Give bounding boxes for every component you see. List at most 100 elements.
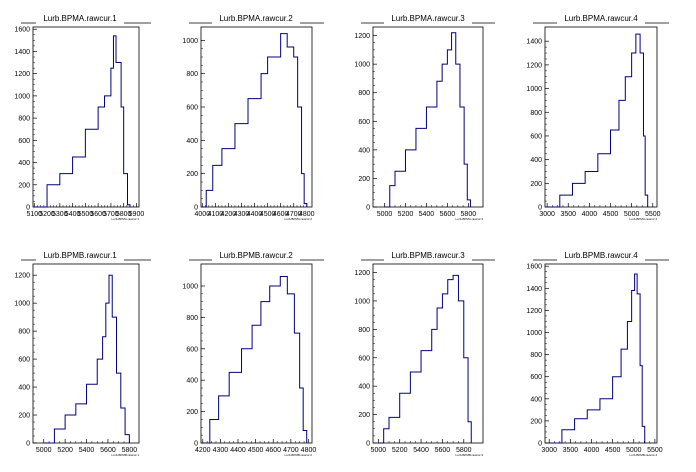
y-tick-label: 0 — [366, 441, 370, 448]
x-tick-label: 4200 — [195, 447, 211, 454]
x-tick-label: 5100 — [26, 211, 42, 218]
histogram-line — [202, 33, 308, 208]
plot-frame — [200, 26, 313, 208]
x-tick-label: 5200 — [398, 211, 414, 218]
histogram-panel: Lurb.BPMA.rawcur.1 0 200 400 600 800 1000 1200 1… — [14, 14, 151, 221]
y-tick-label: 0 — [366, 205, 370, 212]
x-axis-label: Lurb.BPMA.rawcur.3 — [455, 217, 483, 221]
y-tick-label: 0 — [194, 205, 198, 212]
x-axis-label: Lurb.BPMA.rawcur.1 — [111, 217, 139, 221]
y-tick-label: 200 — [358, 176, 370, 183]
title-box — [212, 15, 300, 27]
x-axis-label: Lurb.BPMB.rawcur.1 — [111, 453, 139, 457]
x-tick-label: 4600 — [273, 211, 289, 218]
y-tick-label: 1200 — [354, 33, 370, 40]
y-tick-label: 0 — [26, 205, 30, 212]
plot-frame — [32, 263, 140, 444]
y-tick-label: 1600 — [526, 264, 542, 271]
y-tick-label: 0 — [538, 441, 542, 448]
histogram-panel: Lurb.BPMA.rawcur.4 0 200 400 600 800 1000 1200 1… — [526, 14, 669, 221]
x-tick-label: 5000 — [377, 211, 393, 218]
x-tick-label: 3000 — [539, 211, 555, 218]
title-box — [36, 15, 124, 27]
y-tick-label: 1400 — [14, 49, 30, 56]
y-tick-label: 200 — [358, 412, 370, 419]
y-tick-label: 1000 — [182, 38, 198, 45]
x-tick-label: 5000 — [36, 447, 52, 454]
histogram-line — [384, 32, 471, 208]
y-tick-label: 800 — [530, 352, 542, 359]
plot-frame — [544, 26, 658, 208]
y-tick-label: 1000 — [14, 93, 30, 100]
x-tick-label: 4500 — [603, 211, 619, 218]
x-tick-label: 4700 — [286, 211, 302, 218]
x-tick-label: 4500 — [260, 211, 276, 218]
y-tick-label: 1200 — [526, 308, 542, 315]
x-tick-label: 4000 — [584, 447, 600, 454]
x-tick-label: 4000 — [582, 211, 598, 218]
x-tick-label: 5400 — [419, 211, 435, 218]
x-tick-label: 4200 — [221, 211, 237, 218]
title-box — [212, 252, 300, 264]
y-tick-label: 600 — [358, 119, 370, 126]
chart-title: Lurb.BPMB.rawcur.1 — [43, 251, 117, 260]
x-tick-label: 5800 — [116, 211, 132, 218]
x-tick-label: 5000 — [626, 447, 642, 454]
x-tick-label: 5900 — [129, 211, 145, 218]
x-axis-label: Lurb.BPMA.rawcur.4 — [629, 217, 657, 221]
title-box — [557, 252, 645, 264]
histogram-panel: Lurb.BPMA.rawcur.20200400600800100040004… — [182, 14, 324, 221]
chart-title: Lurb.BPMA.rawcur.4 — [564, 14, 638, 23]
y-tick-label: 0 — [194, 441, 198, 448]
x-tick-label: 4300 — [234, 211, 250, 218]
chart-title: Lurb.BPMA.rawcur.1 — [43, 14, 117, 23]
x-tick-label: 5700 — [103, 211, 119, 218]
histogram-line — [547, 33, 649, 208]
x-tick-label: 4700 — [283, 447, 299, 454]
y-tick-label: 1000 — [354, 298, 370, 305]
x-tick-label: 5500 — [645, 211, 661, 218]
y-tick-label: 600 — [186, 105, 198, 112]
histogram-panel: Lurb.BPMB.rawcur.4 0 200 400 600 800 1000 1200 1… — [526, 251, 669, 457]
x-tick-label: 5200 — [57, 447, 73, 454]
y-tick-label: 200 — [18, 182, 30, 189]
y-tick-label: 600 — [530, 374, 542, 381]
x-axis-label: Lurb.BPMB.rawcur.4 — [629, 453, 657, 457]
plot-frame — [544, 263, 658, 444]
y-tick-label: 400 — [18, 385, 30, 392]
histogram-line — [378, 274, 472, 444]
y-tick-label: 0 — [538, 205, 542, 212]
x-tick-label: 4600 — [265, 447, 281, 454]
y-tick-label: 400 — [18, 160, 30, 167]
x-axis-label: Lurb.BPMB.rawcur.3 — [455, 453, 483, 457]
x-axis-label: Lurb.BPMB.rawcur.2 — [284, 453, 312, 457]
histogram-panel: Lurb.BPMB.rawcur.1 0 200 400 600 800 1000 1200 5… — [14, 251, 151, 457]
title-box — [384, 252, 472, 264]
y-tick-label: 400 — [358, 384, 370, 391]
plot-frame — [200, 263, 313, 444]
x-tick-label: 5200 — [392, 447, 408, 454]
y-tick-label: 800 — [530, 110, 542, 117]
title-box — [36, 252, 124, 264]
y-tick-label: 1400 — [526, 286, 542, 293]
y-tick-label: 1000 — [526, 86, 542, 93]
y-tick-label: 1000 — [14, 301, 30, 308]
x-tick-label: 4400 — [247, 211, 263, 218]
x-tick-label: 4400 — [230, 447, 246, 454]
histogram-line — [43, 274, 130, 444]
y-tick-label: 1000 — [354, 62, 370, 69]
x-tick-label: 4000 — [195, 211, 211, 218]
y-tick-label: 800 — [358, 90, 370, 97]
y-tick-label: 200 — [18, 413, 30, 420]
plot-frame — [32, 26, 140, 208]
x-tick-label: 5000 — [624, 211, 640, 218]
y-tick-label: 400 — [530, 157, 542, 164]
histogram-panel: Lurb.BPMA.rawcur.3 0 200 400 600 800 1000 1200 5… — [354, 14, 495, 221]
x-axis-label: Lurb.BPMA.rawcur.2 — [284, 217, 312, 221]
y-tick-label: 600 — [530, 133, 542, 140]
y-tick-label: 1200 — [14, 273, 30, 280]
y-tick-label: 200 — [186, 409, 198, 416]
chart-title: Lurb.BPMB.rawcur.3 — [391, 251, 465, 260]
